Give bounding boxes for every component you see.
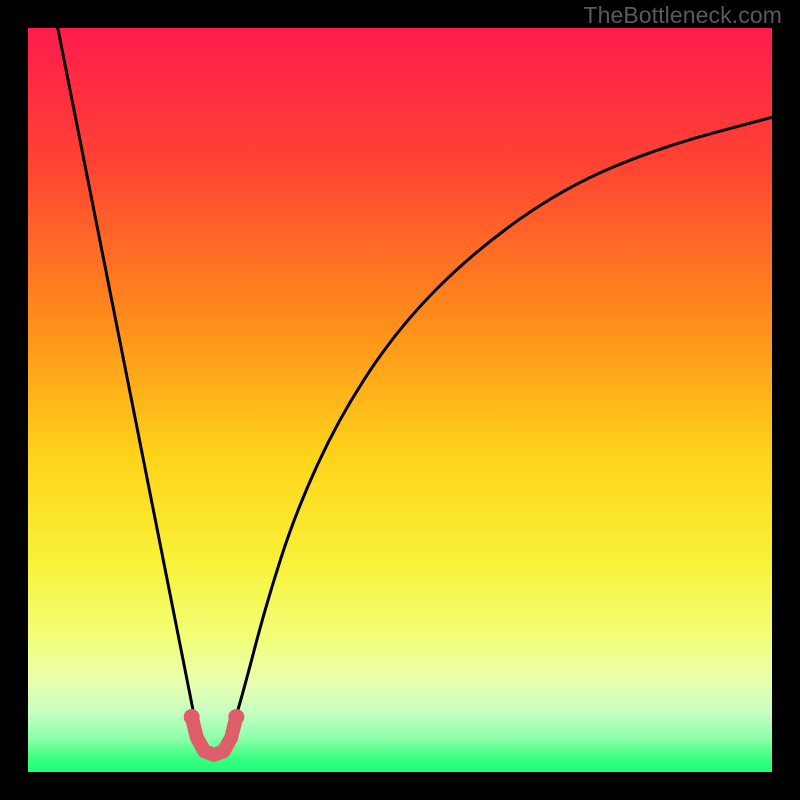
highlight-arc-start-marker xyxy=(184,709,200,725)
plot-area xyxy=(28,28,772,772)
watermark-label: TheBottleneck.com xyxy=(583,2,782,29)
highlight-arc-end-marker xyxy=(228,709,244,725)
chart-container: TheBottleneck.com xyxy=(0,0,800,800)
gradient-background xyxy=(28,28,772,772)
bottleneck-curve-svg xyxy=(28,28,772,772)
